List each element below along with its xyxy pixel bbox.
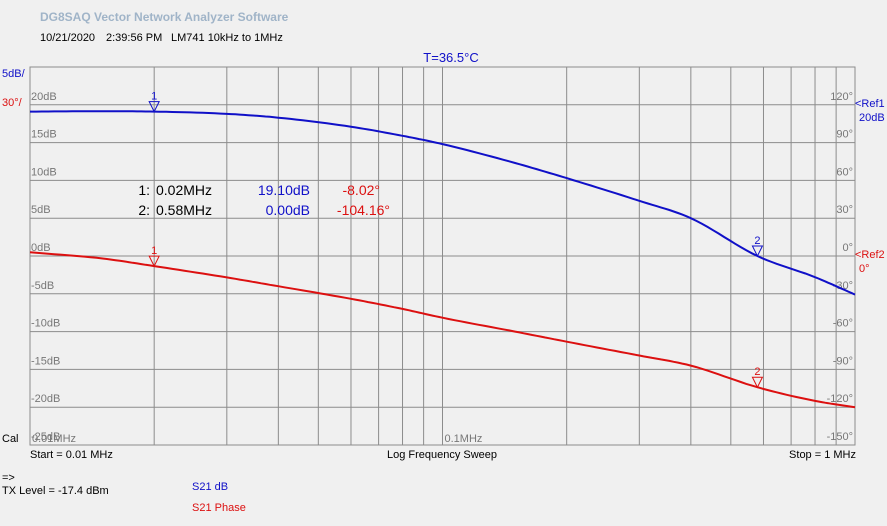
y-right-tick-label: 120° [830, 91, 853, 103]
date-label: 10/21/2020 [40, 32, 95, 44]
y-right-tick-label: -120° [827, 393, 853, 405]
y-left-tick-label: -15dB [31, 355, 60, 367]
arrow-indicator: => [2, 472, 15, 484]
marker-1-id: 1: [138, 182, 150, 198]
app-title: DG8SAQ Vector Network Analyzer Software [40, 10, 289, 24]
y-right-tick-label: 0° [842, 242, 853, 254]
ref2-value: 0° [859, 263, 870, 275]
marker-2-freq: 0.58MHz [156, 202, 212, 218]
start-frequency: Start = 0.01 MHz [30, 449, 113, 461]
trace-layer [29, 110, 856, 409]
time-label: 2:39:56 PM [106, 32, 162, 44]
y-left-tick-label: 5dB [31, 204, 51, 216]
sweep-mode: Log Frequency Sweep [387, 449, 497, 461]
y-left-tick-label: 10dB [31, 166, 57, 178]
marker-readout: 1: 0.02MHz 19.10dB -8.02° 2: 0.58MHz 0.0… [138, 182, 390, 218]
trace-s21-phase [29, 251, 856, 409]
y-left-tick-label: -20dB [31, 393, 60, 405]
y-right-tick-label: -90° [833, 355, 853, 367]
trace-s21-db [30, 110, 856, 296]
x-tick-label: 0.1MHz [445, 433, 483, 445]
temperature-label: T=36.5°C [423, 50, 478, 65]
marker-2-db-triangle [751, 245, 764, 258]
ref1-label: <Ref1 [855, 98, 885, 110]
ref1-value: 20dB [859, 112, 885, 124]
marker-2-phase-label: 2 [754, 366, 760, 378]
x-tick-label: 0.01MHz [32, 433, 76, 445]
y-right-tick-label: 60° [836, 166, 853, 178]
y-left-tick-label: 15dB [31, 129, 57, 141]
y-left-tick-label: -25dB [31, 431, 60, 443]
description-label: LM741 10kHz to 1MHz [171, 32, 283, 44]
marker-1-db-label: 1 [151, 91, 157, 103]
y-right-tick-label: 30° [836, 204, 853, 216]
marker-2-phase-triangle [751, 376, 764, 389]
ref2-label: <Ref2 [855, 249, 885, 261]
left-scale-deg: 30°/ [2, 97, 23, 109]
legend-s21-db[interactable]: S21 dB [192, 481, 228, 493]
y-right-tick-label: 90° [836, 129, 853, 141]
legend-s21-phase[interactable]: S21 Phase [192, 502, 246, 514]
y-left-tick-label: -10dB [31, 318, 60, 330]
marker-1-phase-triangle [148, 255, 160, 268]
marker-2-mag: 0.00dB [266, 202, 310, 218]
stop-frequency: Stop = 1 MHz [789, 449, 856, 461]
left-scale-db: 5dB/ [2, 68, 26, 80]
marker-1-freq: 0.02MHz [156, 182, 212, 198]
y-left-tick-label: 20dB [31, 91, 57, 103]
marker-1-db-triangle [148, 101, 160, 113]
y-right-tick-label: -60° [833, 318, 853, 330]
tx-level: TX Level = -17.4 dBm [2, 485, 109, 497]
y-right-tick-label: -30° [833, 280, 853, 292]
marker-1-phase-label: 1 [151, 245, 157, 257]
marker-2-id: 2: [138, 202, 150, 218]
cal-label: Cal [2, 433, 19, 445]
marker-1-phase: -8.02° [342, 182, 380, 198]
marker-2-db-label: 2 [754, 235, 760, 247]
marker-1-mag: 19.10dB [258, 182, 310, 198]
marker-2-phase: -104.16° [337, 202, 390, 218]
y-left-tick-label: 0dB [31, 242, 51, 254]
marker-layer: 1 1 2 2 [148, 91, 764, 389]
y-right-tick-label: -150° [827, 431, 853, 443]
axis-tick-labels: 20dB 15dB 10dB 5dB 0dB -5dB -10dB -15dB -20dB -25… [31, 91, 853, 445]
y-left-tick-label: -5dB [31, 280, 54, 292]
